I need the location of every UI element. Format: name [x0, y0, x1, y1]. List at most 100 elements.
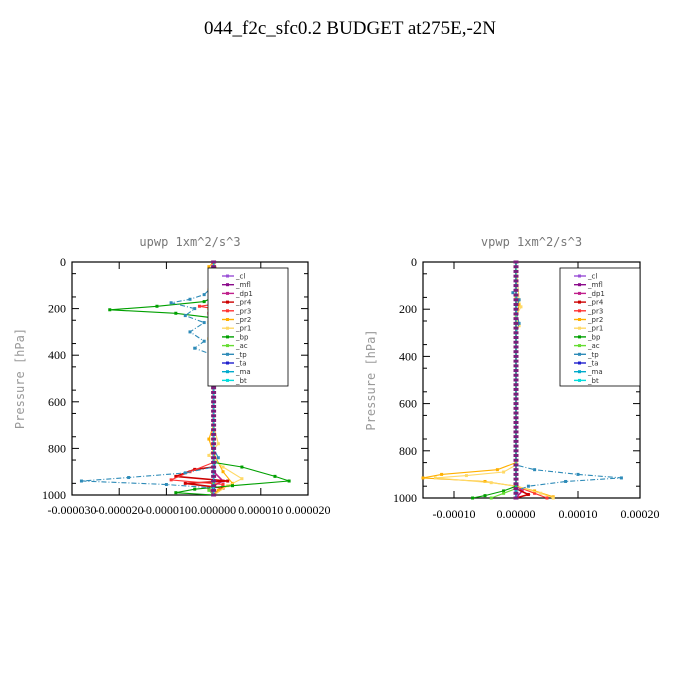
legend-entry: _ac — [235, 342, 248, 350]
zero-line-marker — [513, 449, 519, 453]
zero-line-marker — [513, 444, 519, 448]
series-point — [539, 491, 543, 495]
x-tick-label: 0.00020 — [621, 507, 660, 521]
zero-line-marker — [513, 402, 519, 406]
y-tick-label: 800 — [48, 441, 66, 455]
series-point — [287, 479, 291, 483]
zero-line-marker — [211, 484, 217, 488]
series-point — [502, 489, 506, 493]
series-line-pr1 — [435, 261, 554, 499]
zero-line-marker — [513, 420, 519, 424]
legend-entry: _pr2 — [235, 316, 251, 324]
zero-line-marker — [513, 260, 519, 264]
series-point — [221, 483, 225, 487]
x-tick-label: 0.000020 — [286, 503, 331, 517]
zero-line-marker — [513, 293, 519, 297]
series-point — [188, 297, 192, 301]
zero-line-marker — [211, 479, 217, 483]
legend-marker — [578, 361, 581, 365]
zero-line-marker — [211, 488, 217, 492]
series-point — [495, 468, 499, 472]
series-point — [519, 305, 523, 309]
zero-line-marker — [513, 326, 519, 330]
legend-entry: _bt — [587, 377, 599, 385]
y-tick-label: 200 — [399, 302, 417, 316]
figure-title: 044_f2c_sfc0.2 BUDGET at275E,-2N — [204, 18, 496, 39]
legend-marker — [226, 370, 229, 374]
zero-line-marker — [211, 414, 217, 418]
series-point — [483, 494, 487, 498]
series-point — [517, 321, 521, 325]
zero-line-marker — [513, 387, 519, 391]
x-tick-label: -0.000010 — [142, 503, 191, 517]
series-point — [230, 484, 234, 488]
series-point — [207, 488, 211, 492]
y-tick-label: 0 — [60, 255, 66, 269]
legend-entry: _pr4 — [235, 299, 252, 307]
legend-entry: _bp — [587, 333, 601, 341]
series-point — [174, 474, 178, 478]
zero-line-marker — [211, 465, 217, 469]
series-point — [502, 470, 506, 474]
series-point — [207, 453, 211, 457]
zero-line-marker — [211, 474, 217, 478]
zero-line-marker — [513, 312, 519, 316]
zero-line-marker — [513, 411, 519, 415]
zero-line-marker — [211, 460, 217, 464]
legend-box — [559, 267, 641, 387]
zero-line-marker — [211, 423, 217, 427]
zero-line-marker — [211, 390, 217, 394]
series-point — [155, 304, 159, 308]
y-axis-label: Pressure [hPa] — [364, 329, 378, 430]
zero-line-marker — [513, 284, 519, 288]
legend-marker — [226, 300, 229, 304]
legend-marker — [578, 318, 581, 321]
series-line-tp — [81, 262, 219, 495]
zero-line-marker — [513, 373, 519, 377]
series-point — [193, 307, 197, 311]
zero-line-marker — [211, 456, 217, 460]
y-tick-label: 0 — [411, 255, 417, 269]
legend-marker — [226, 352, 229, 356]
series-point — [169, 301, 173, 305]
zero-line-marker — [211, 386, 217, 390]
y-tick-label: 1000 — [42, 488, 66, 502]
legend-entry: _pr3 — [235, 307, 251, 315]
x-tick-label: 0.000000 — [191, 503, 236, 517]
series-point — [576, 472, 580, 476]
legend-entry: _ta — [235, 360, 247, 368]
series-point — [174, 491, 178, 495]
series-point — [489, 496, 493, 500]
zero-line-marker — [513, 307, 519, 311]
series-point — [174, 311, 178, 315]
legend-marker — [226, 309, 229, 313]
series-point — [517, 298, 521, 302]
legend-marker — [578, 352, 581, 356]
series-point — [108, 308, 112, 312]
zero-line-marker — [513, 354, 519, 358]
legend-marker — [226, 318, 229, 321]
zero-line-marker — [211, 451, 217, 455]
legend-marker — [226, 378, 229, 382]
legend-entry: _dp1 — [235, 290, 253, 298]
legend-entry: _cl — [235, 273, 245, 281]
series-point — [164, 483, 168, 487]
zero-line-marker — [513, 425, 519, 429]
y-tick-label: 600 — [48, 395, 66, 409]
series-point — [511, 291, 515, 295]
zero-line-marker — [513, 359, 519, 363]
series-point — [221, 465, 225, 469]
zero-line-marker — [211, 409, 217, 413]
series-point — [502, 491, 506, 495]
series-point — [517, 302, 521, 306]
legend: _cl_mfl_dp1_pr4_pr3_pr2_pr1_bp_ac_tp_ta_… — [207, 267, 289, 387]
zero-line-marker — [513, 406, 519, 410]
series-point — [240, 465, 244, 469]
series-point — [216, 456, 220, 460]
legend-entry: _tp — [587, 351, 599, 359]
legend-marker — [578, 300, 581, 304]
legend-entry: _pr1 — [587, 325, 603, 333]
series-point — [551, 496, 555, 500]
y-tick-label: 600 — [399, 397, 417, 411]
